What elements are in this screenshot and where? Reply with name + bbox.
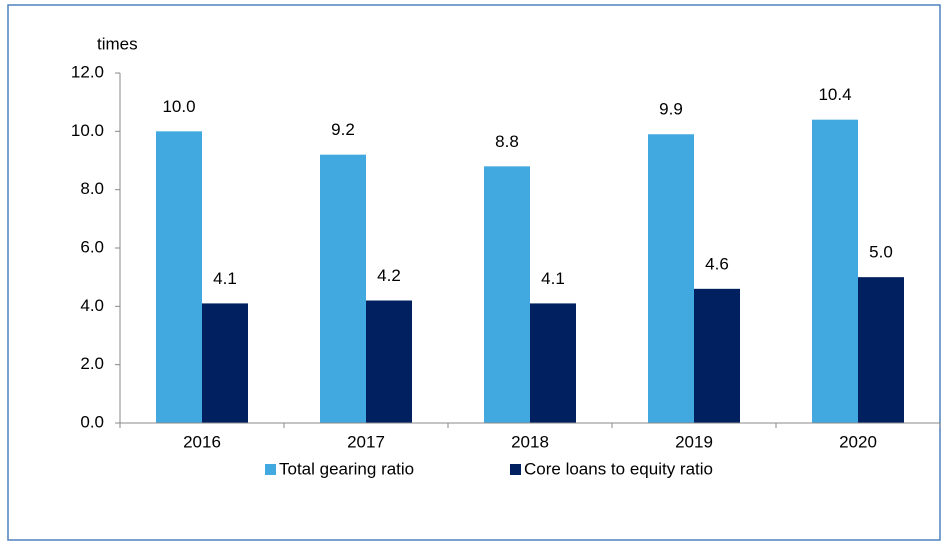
bar bbox=[202, 303, 248, 423]
x-tick-label: 2016 bbox=[183, 432, 221, 451]
y-tick-label: 2.0 bbox=[80, 354, 104, 373]
value-label: 4.1 bbox=[541, 269, 565, 288]
legend-swatch bbox=[510, 464, 521, 475]
value-label: 5.0 bbox=[869, 243, 893, 262]
x-tick-label: 2017 bbox=[347, 432, 385, 451]
legend-swatch bbox=[265, 464, 276, 475]
bar bbox=[648, 134, 694, 423]
value-label: 10.4 bbox=[818, 85, 851, 104]
bar bbox=[694, 288, 740, 423]
x-tick-label: 2018 bbox=[511, 432, 549, 451]
bar bbox=[812, 119, 858, 424]
bar bbox=[320, 154, 366, 423]
chart-border bbox=[7, 4, 941, 541]
y-tick-label: 6.0 bbox=[80, 237, 104, 256]
bar bbox=[156, 131, 202, 424]
y-tick-label: 10.0 bbox=[71, 121, 104, 140]
y-tick-label: 0.0 bbox=[80, 412, 104, 431]
legend-label: Total gearing ratio bbox=[279, 459, 414, 478]
value-label: 4.6 bbox=[705, 254, 729, 273]
value-label: 10.0 bbox=[162, 97, 195, 116]
y-tick-label: 12.0 bbox=[71, 62, 104, 81]
bar bbox=[484, 166, 530, 424]
y-tick-label: 8.0 bbox=[80, 179, 104, 198]
value-label: 4.1 bbox=[213, 269, 237, 288]
value-label: 8.8 bbox=[495, 132, 519, 151]
value-label: 4.2 bbox=[377, 266, 401, 285]
bar bbox=[858, 277, 904, 423]
x-tick-label: 2020 bbox=[839, 432, 877, 451]
value-label: 9.2 bbox=[331, 120, 355, 139]
legend-label: Core loans to equity ratio bbox=[524, 459, 713, 478]
y-tick-label: 4.0 bbox=[80, 296, 104, 315]
value-label: 9.9 bbox=[659, 100, 683, 119]
x-tick-label: 2019 bbox=[675, 432, 713, 451]
bar bbox=[530, 303, 576, 423]
bar bbox=[366, 300, 412, 423]
y-axis-label: times bbox=[97, 34, 138, 53]
